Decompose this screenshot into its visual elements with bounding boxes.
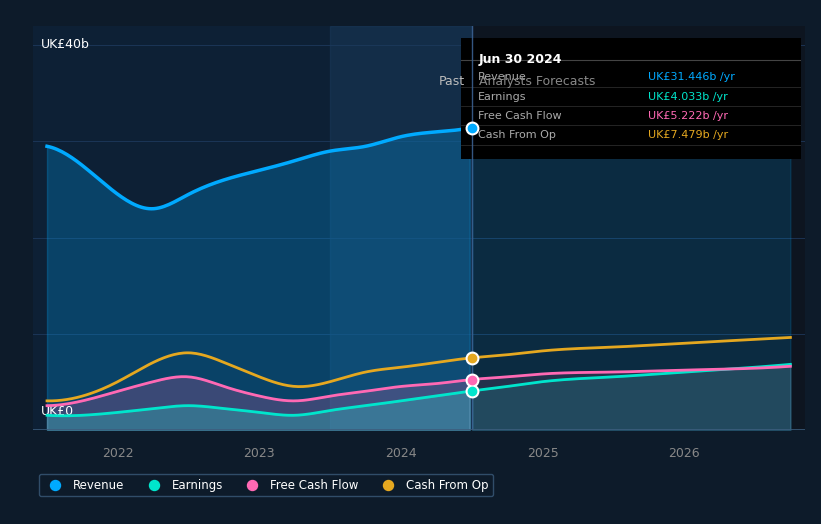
Text: 2022: 2022 [102,447,134,460]
Text: 2023: 2023 [244,447,275,460]
Bar [33,26,472,430]
Text: 2026: 2026 [668,447,700,460]
Text: Past: Past [438,74,465,88]
Text: 2025: 2025 [527,447,558,460]
Text: UK£0: UK£0 [40,405,74,418]
Bar [472,26,805,430]
Text: 2024: 2024 [385,447,417,460]
Text: Analysts Forecasts: Analysts Forecasts [479,74,595,88]
Text: UK£40b: UK£40b [40,38,89,51]
Legend: Revenue, Earnings, Free Cash Flow, Cash From Op: Revenue, Earnings, Free Cash Flow, Cash … [39,474,493,496]
Bar [330,26,472,430]
